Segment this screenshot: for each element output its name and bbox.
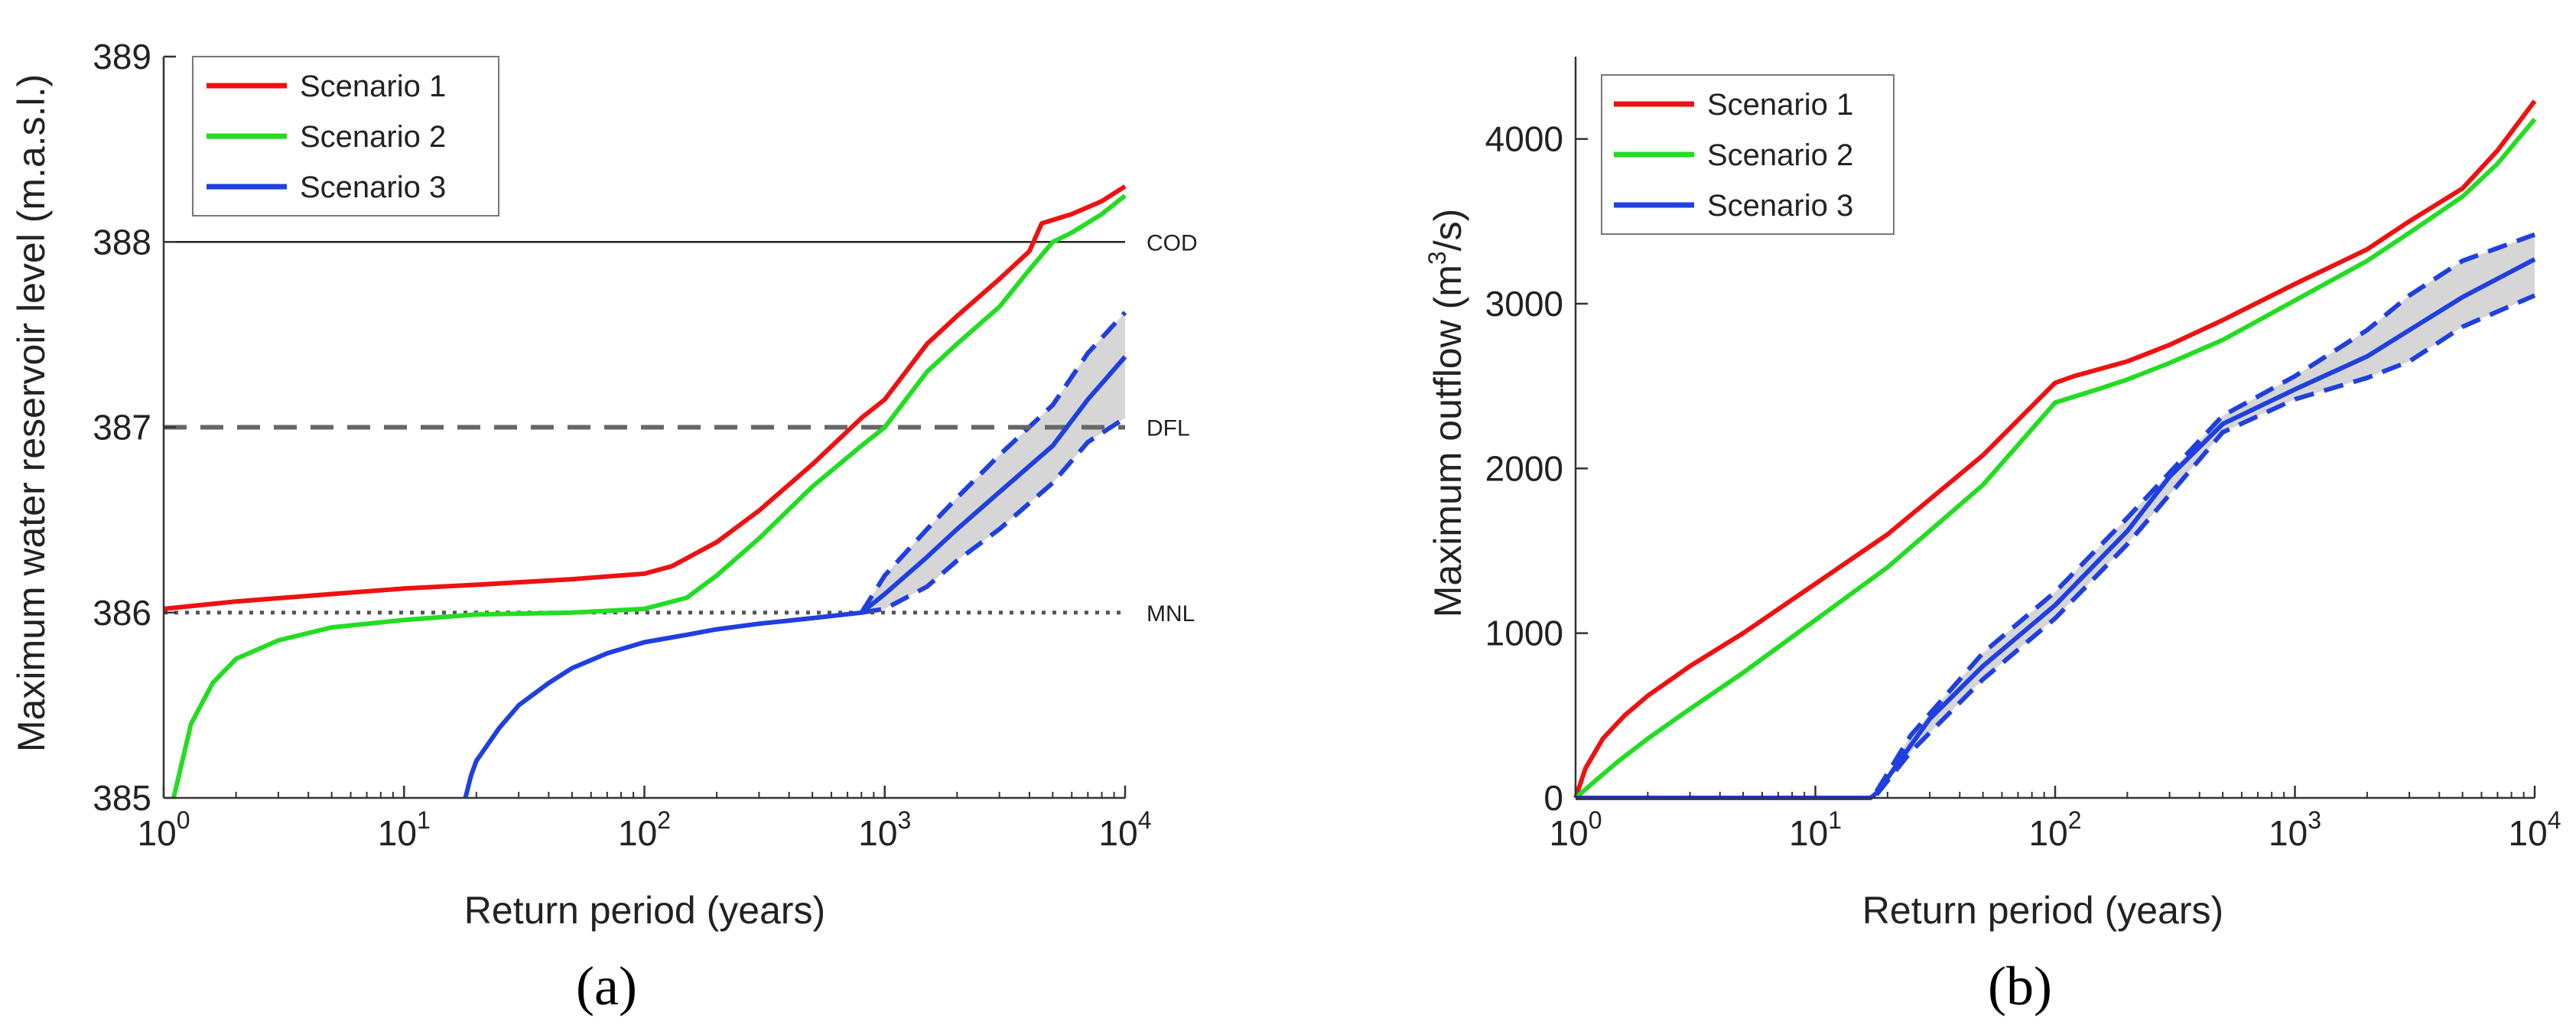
x-tick-label: 100 <box>1550 806 1602 853</box>
series-line-scenario-3 <box>463 355 1127 799</box>
panel-b-axes <box>1574 57 2536 799</box>
panel-a-axes <box>162 55 1127 799</box>
legend-label-scenario-2: Scenario 2 <box>1707 138 1853 172</box>
x-tick-label: 101 <box>1789 806 1842 853</box>
legend-label-scenario-3: Scenario 3 <box>1707 189 1853 223</box>
series-line-scenario-2 <box>171 194 1127 799</box>
legend-label-scenario-3: Scenario 3 <box>300 171 446 204</box>
y-tick-label: 2000 <box>1485 448 1563 488</box>
panel-a-reference-lines <box>164 241 1125 615</box>
panel-b-caption: (b) <box>1988 955 2052 1017</box>
legend-label-scenario-2: Scenario 2 <box>300 120 446 154</box>
panel-a-reference-labels: COD DFL MNL <box>1147 230 1198 627</box>
panel-b-y-axis-title: Maximum outflow (m3/s) <box>1423 209 1469 618</box>
y-tick-label: 385 <box>93 778 151 818</box>
x-tick-label: 104 <box>2509 806 2561 853</box>
y-tick-label: 4000 <box>1485 119 1563 159</box>
series-line-scenario-1 <box>1573 99 2537 799</box>
band-lower-bound <box>860 415 1127 615</box>
y-tick-label: 1000 <box>1485 614 1563 653</box>
x-tick-label: 104 <box>1099 806 1152 853</box>
band-lower-bound <box>1875 293 2536 796</box>
series-line-scenario-3 <box>1576 257 2536 800</box>
panel-b-y-tick-labels: 0 1000 2000 3000 4000 <box>1485 119 1563 818</box>
reference-label-mnl: MNL <box>1147 601 1195 627</box>
x-tick-label: 102 <box>618 806 671 853</box>
y-tick-label: 387 <box>93 408 151 448</box>
reference-label-dfl: DFL <box>1147 416 1190 441</box>
band-upper-bound <box>1874 232 2536 793</box>
series-line-scenario-2 <box>1574 117 2537 800</box>
panel-b-x-tick-labels: 100 101 102 103 104 <box>1550 806 2561 853</box>
x-tick-label: 102 <box>2029 806 2082 853</box>
reference-label-cod: COD <box>1147 230 1198 256</box>
panel-a-water-level-chart: 385 386 387 388 389 100 101 102 103 104 COD DFL MN… <box>10 37 1198 1017</box>
panel-a-x-tick-labels: 100 101 102 103 104 <box>138 806 1152 853</box>
panel-a-legend: Scenario 1 Scenario 2 Scenario 3 <box>192 56 499 216</box>
y-tick-label: 3000 <box>1485 284 1563 324</box>
x-tick-label: 103 <box>858 806 911 853</box>
y-tick-label: 389 <box>93 37 151 77</box>
legend-label-scenario-1: Scenario 1 <box>1707 88 1853 122</box>
x-tick-label: 101 <box>378 806 431 853</box>
series-line-scenario-1 <box>163 184 1127 611</box>
panel-a-caption: (a) <box>576 955 637 1017</box>
panel-a-y-tick-labels: 385 386 387 388 389 <box>93 37 151 818</box>
x-tick-label: 100 <box>138 806 190 853</box>
panel-b-x-axis-title: Return period (years) <box>1862 889 2223 932</box>
y-tick-label: 386 <box>93 593 151 633</box>
panel-a-series <box>163 184 1127 799</box>
x-tick-label: 103 <box>2269 806 2321 853</box>
legend-label-scenario-1: Scenario 1 <box>300 70 446 103</box>
y-tick-label: 388 <box>93 222 151 262</box>
panel-b-outflow-chart: 0 1000 2000 3000 4000 100 101 102 103 104 Maximu… <box>1423 57 2561 1017</box>
uncertainty-band <box>1876 234 2535 795</box>
panel-a-x-axis-title: Return period (years) <box>464 889 825 932</box>
panel-a-uncertainty-band <box>859 311 1127 615</box>
panel-a-y-axis-title: Maximum water reservoir level (m.a.s.l.) <box>10 74 53 752</box>
panel-b-uncertainty-band <box>1874 232 2536 796</box>
panel-b-legend: Scenario 1 Scenario 2 Scenario 3 <box>1601 74 1895 235</box>
y-tick-label: 0 <box>1543 778 1563 818</box>
